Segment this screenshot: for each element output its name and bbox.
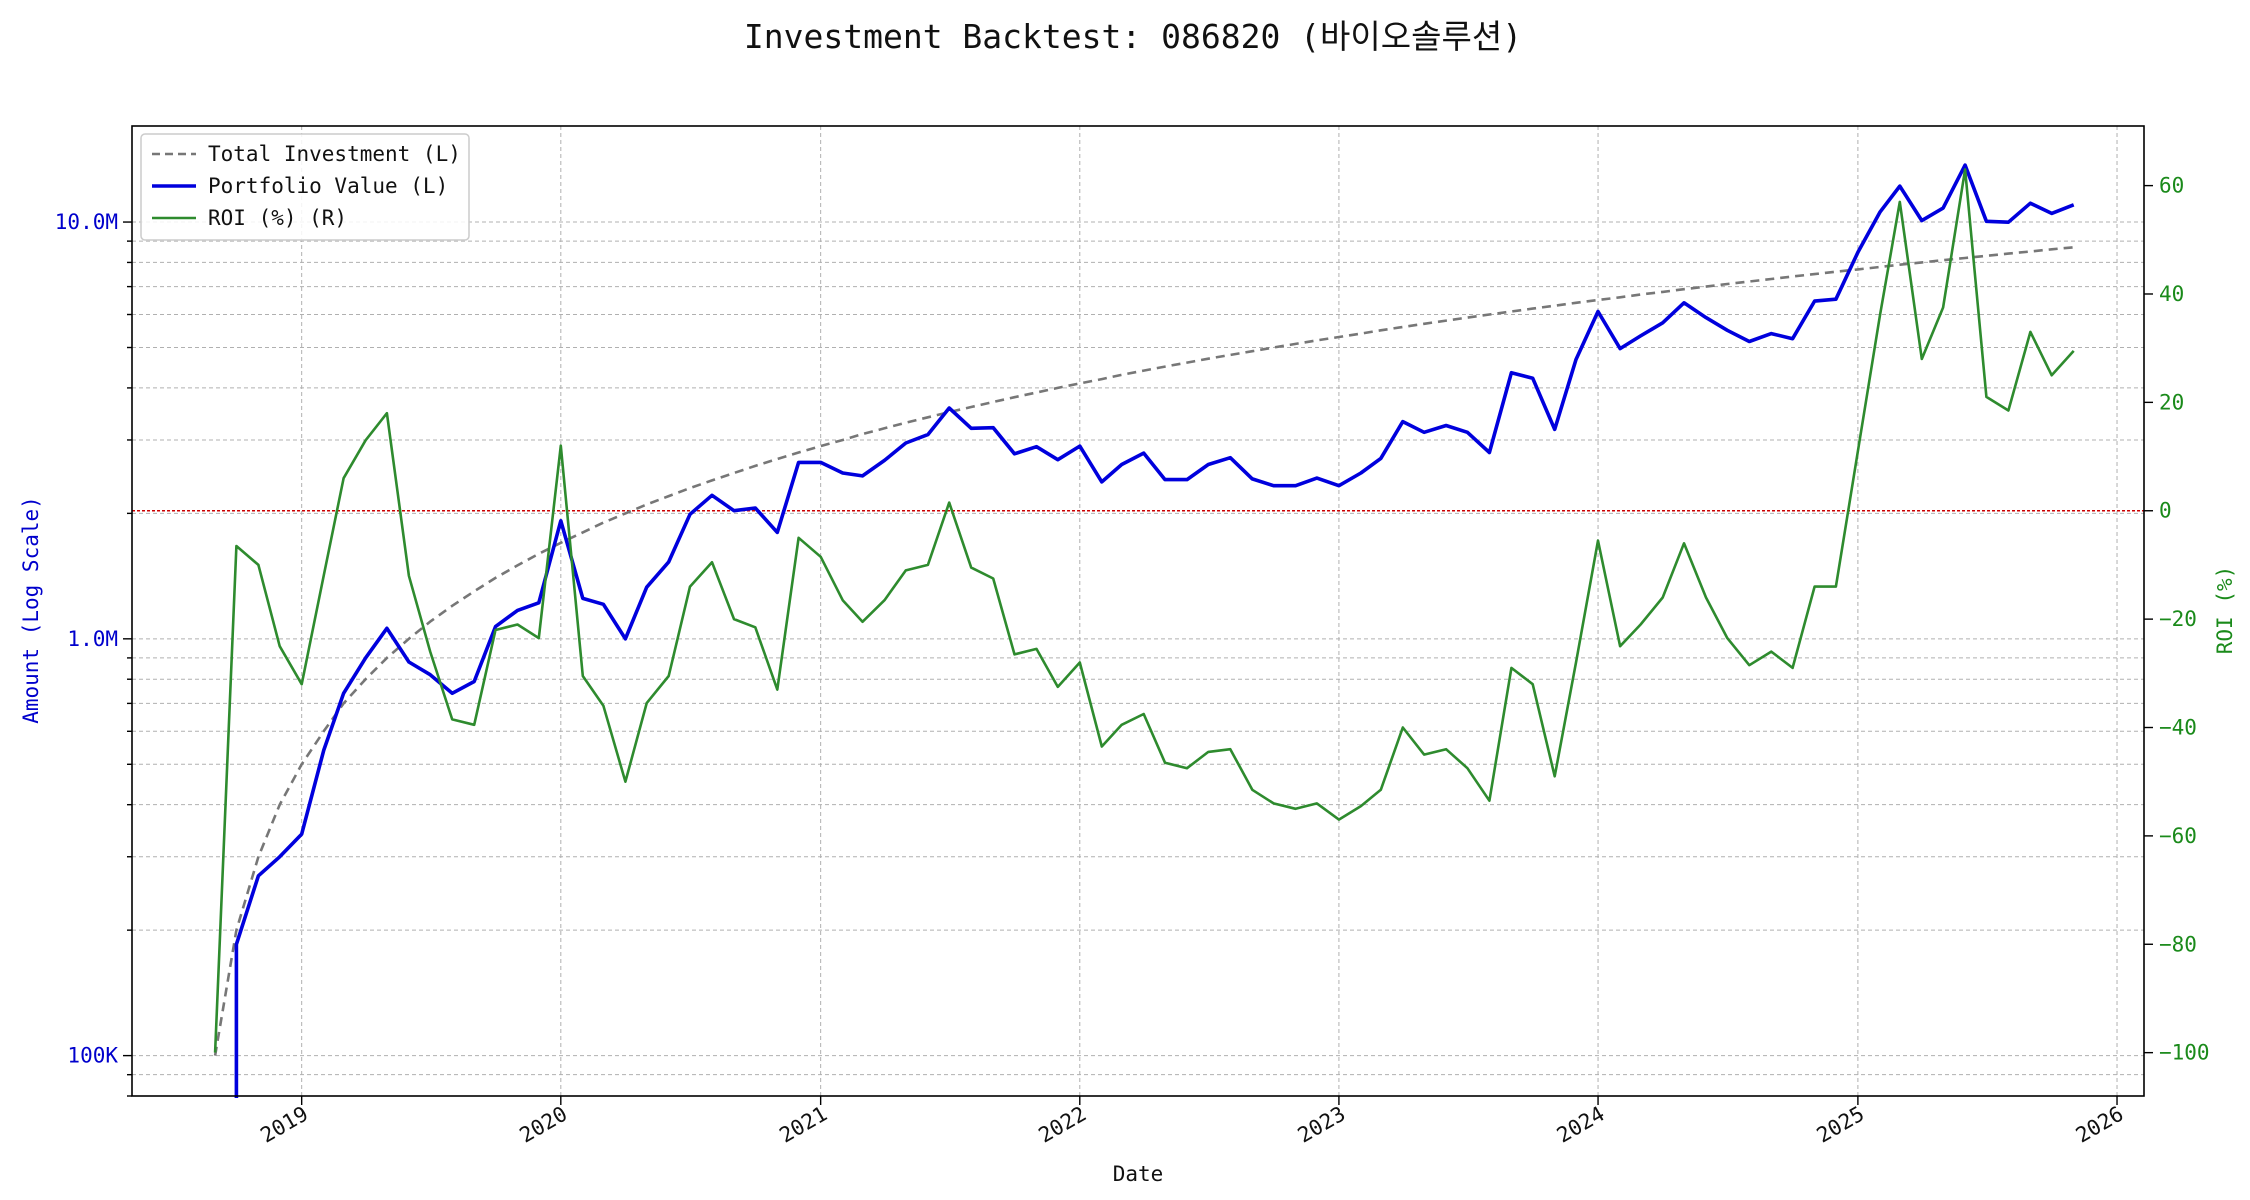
chart-title: Investment Backtest: 086820 (바이오솔루션): [744, 17, 1522, 56]
x-axis-label: Date: [1113, 1162, 1164, 1186]
legend-box: [140, 133, 470, 241]
x-tick-label: 2025: [1813, 1102, 1869, 1148]
right-tick-label: 20: [2159, 390, 2184, 414]
right-tick-label: −100: [2159, 1041, 2210, 1065]
series-portfolio-value-line: [234, 163, 2075, 1098]
legend-label-portfolio-value: Portfolio Value (L): [208, 174, 448, 198]
plot-area: [131, 125, 2145, 1097]
x-tick-label: 2026: [2072, 1102, 2128, 1148]
legend: Total Investment (L) Portfolio Value (L)…: [140, 133, 470, 241]
x-tick-label: 2020: [516, 1102, 572, 1148]
left-axis: 100K 1.0M 10.0M: [55, 210, 132, 1097]
right-tick-label: −40: [2159, 716, 2197, 740]
right-tick-label: 60: [2159, 174, 2184, 198]
right-tick-label: 0: [2159, 499, 2172, 523]
right-tick-label: −60: [2159, 824, 2197, 848]
series-layer: [213, 163, 2075, 1098]
legend-label-total-investment: Total Investment (L): [208, 142, 461, 166]
right-tick-label: −20: [2159, 607, 2197, 631]
left-tick-label: 1.0M: [67, 627, 118, 651]
right-axis-label: ROI (%): [2213, 566, 2237, 655]
x-tick-label: 2019: [256, 1102, 312, 1148]
x-tick-label: 2021: [775, 1102, 831, 1148]
left-tick-label: 10.0M: [55, 210, 118, 234]
x-tick-label: 2024: [1553, 1102, 1609, 1148]
left-tick-label: 100K: [67, 1044, 118, 1068]
legend-label-roi: ROI (%) (R): [208, 206, 347, 230]
series-total-investment-line: [213, 246, 2074, 1056]
right-tick-label: 40: [2159, 282, 2184, 306]
right-axis: −100 −80 −60 −40 −20 0 20 40 60: [2144, 174, 2210, 1065]
x-axis: 2019 2020 2021 2022 2023 2024 2025 2026: [256, 1096, 2128, 1148]
right-tick-label: −80: [2159, 932, 2197, 956]
x-tick-label: 2022: [1034, 1102, 1090, 1148]
left-axis-label: Amount (Log Scale): [19, 496, 43, 724]
x-tick-label: 2023: [1294, 1102, 1350, 1148]
series-roi-line: [213, 168, 2075, 1053]
